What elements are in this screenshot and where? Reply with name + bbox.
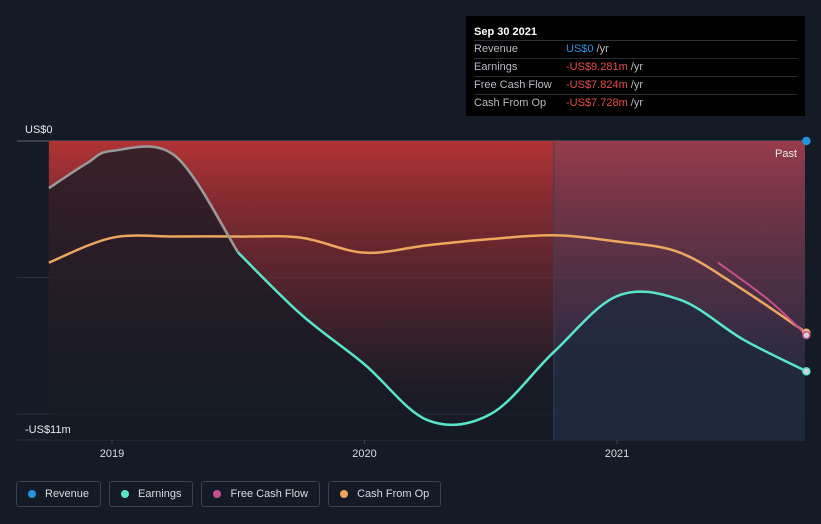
tooltip-row-unit: /yr (630, 97, 643, 109)
legend-item-earnings[interactable]: Earnings (109, 481, 194, 507)
tooltip-row-value: -US$7.824m (566, 79, 628, 91)
legend-item-cash-from-op[interactable]: Cash From Op (328, 481, 442, 507)
highlight-region (553, 141, 805, 440)
tooltip-row-unit: /yr (630, 79, 643, 91)
line-earnings-early (48, 145, 240, 254)
tooltip-row-unit: /yr (630, 61, 643, 73)
legend-label: Revenue (45, 488, 90, 500)
tooltip: Sep 30 2021 Revenue US$0/yr Earnings -US$9.… (466, 16, 805, 116)
legend-label: Earnings (138, 488, 182, 500)
tooltip-date: Sep 30 2021 (474, 26, 537, 38)
legend-dot-icon (121, 490, 130, 498)
tooltip-row-label: Earnings (474, 61, 518, 73)
legend-dot-icon (340, 490, 349, 498)
line-free-cash-flow (717, 261, 808, 336)
x-tick-label: 2019 (100, 448, 124, 460)
legend-item-free-cash-flow[interactable]: Free Cash Flow (201, 481, 321, 507)
y-label-top: US$0 (25, 124, 53, 136)
x-tick-label: 2020 (352, 448, 376, 460)
tooltip-row: Earnings -US$9.281m/yr (474, 58, 797, 76)
line-cash-from-op (48, 234, 808, 334)
tooltip-row-value: -US$9.281m (566, 61, 628, 73)
legend-dot-icon (28, 490, 36, 498)
tooltip-row: Revenue US$0/yr (474, 40, 797, 58)
axis-labels: US$0 -US$11m Past 2019 2020 2021 (25, 124, 797, 460)
region-label-past: Past (775, 148, 797, 160)
legend-item-revenue[interactable]: Revenue (16, 481, 102, 507)
tooltip-row-label: Free Cash Flow (474, 79, 552, 91)
series-lines (48, 136, 811, 427)
tooltip-row-label: Cash From Op (474, 97, 547, 109)
tooltip-row: Cash From Op -US$7.728m/yr (474, 94, 797, 112)
end-point-free-cash-flow (802, 330, 811, 340)
legend-label: Free Cash Flow (230, 488, 309, 500)
series-areas (48, 141, 805, 440)
tooltip-row-value: -US$7.728m (566, 97, 628, 109)
end-point-revenue (802, 136, 811, 146)
tooltip-row-unit: /yr (596, 43, 609, 55)
x-tick-label: 2021 (605, 448, 629, 460)
tooltip-row-value: US$0 (566, 43, 594, 55)
line-earnings (237, 251, 807, 427)
legend-label: Cash From Op (357, 488, 430, 500)
y-label-bottom: -US$11m (25, 424, 71, 436)
legend: Revenue Earnings Free Cash Flow Cash From O… (16, 481, 442, 507)
legend-dot-icon (213, 490, 222, 498)
chart: US$0 -US$11m Past 2019 2020 2021 (17, 124, 811, 460)
tooltip-row: Free Cash Flow -US$7.824m/yr (474, 76, 797, 94)
end-point-earnings (802, 367, 811, 376)
tooltip-row-label: Revenue (474, 43, 519, 55)
earnings-area (48, 146, 805, 440)
